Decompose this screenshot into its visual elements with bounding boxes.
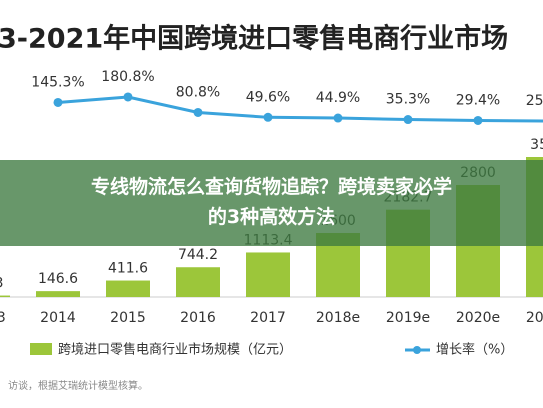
x-tick-label: 2020e	[456, 310, 500, 326]
bar	[0, 295, 10, 297]
line-label: 44.9%	[316, 90, 360, 106]
x-tick-label: 2017	[250, 310, 286, 326]
line-point	[263, 112, 273, 122]
bar-label: 744.2	[178, 247, 218, 263]
x-tick-label: 2013	[0, 310, 6, 326]
bar	[176, 267, 220, 297]
bar	[246, 252, 290, 297]
line-point	[53, 97, 63, 107]
source: 访谈，根据艾瑞统计模型核算。	[8, 379, 148, 392]
x-tick-label: 2014	[40, 310, 76, 326]
bar	[36, 291, 80, 297]
line-label: 145.3%	[31, 74, 84, 90]
line-point	[403, 115, 413, 125]
overlay-line: 专线物流怎么查询货物追踪？跨境卖家必学	[90, 176, 452, 198]
x-tick-label: 2018e	[316, 310, 360, 326]
bar	[106, 280, 150, 297]
line-label: 35.3%	[386, 92, 430, 108]
line-label: 180.8%	[101, 69, 154, 85]
legend-swatch	[30, 343, 52, 355]
x-tick-label: 2015	[110, 310, 146, 326]
line-point	[333, 113, 343, 123]
legend-label: 跨境进口零售电商行业市场规模（亿元）	[58, 342, 292, 358]
line-label: 29.4%	[456, 92, 500, 108]
x-tick-label: 2019e	[386, 310, 430, 326]
bar-label: 3500	[530, 137, 543, 153]
bar-label: 411.6	[108, 261, 148, 277]
x-tick-label: 2021e	[526, 310, 543, 326]
legend-swatch	[413, 346, 421, 354]
bar-label: 36.3	[0, 276, 4, 292]
line-point	[473, 115, 483, 125]
x-tick-label: 2016	[180, 310, 216, 326]
chart-title: 3-2021年中国跨境进口零售电商行业市场	[0, 23, 508, 55]
overlay-line: 的3种高效方法	[207, 206, 336, 228]
line-point	[193, 107, 203, 117]
line	[57, 95, 543, 123]
bar-label: 146.6	[38, 271, 78, 287]
line-point	[123, 92, 133, 102]
line-label: 80.8%	[176, 84, 220, 100]
legend-label: 增长率（%）	[436, 342, 513, 358]
line-label: 25.2%	[526, 93, 543, 109]
line-label: 49.6%	[246, 89, 290, 105]
overlay-banner: 专线物流怎么查询货物追踪？跨境卖家必学 的3种高效方法	[0, 160, 543, 246]
